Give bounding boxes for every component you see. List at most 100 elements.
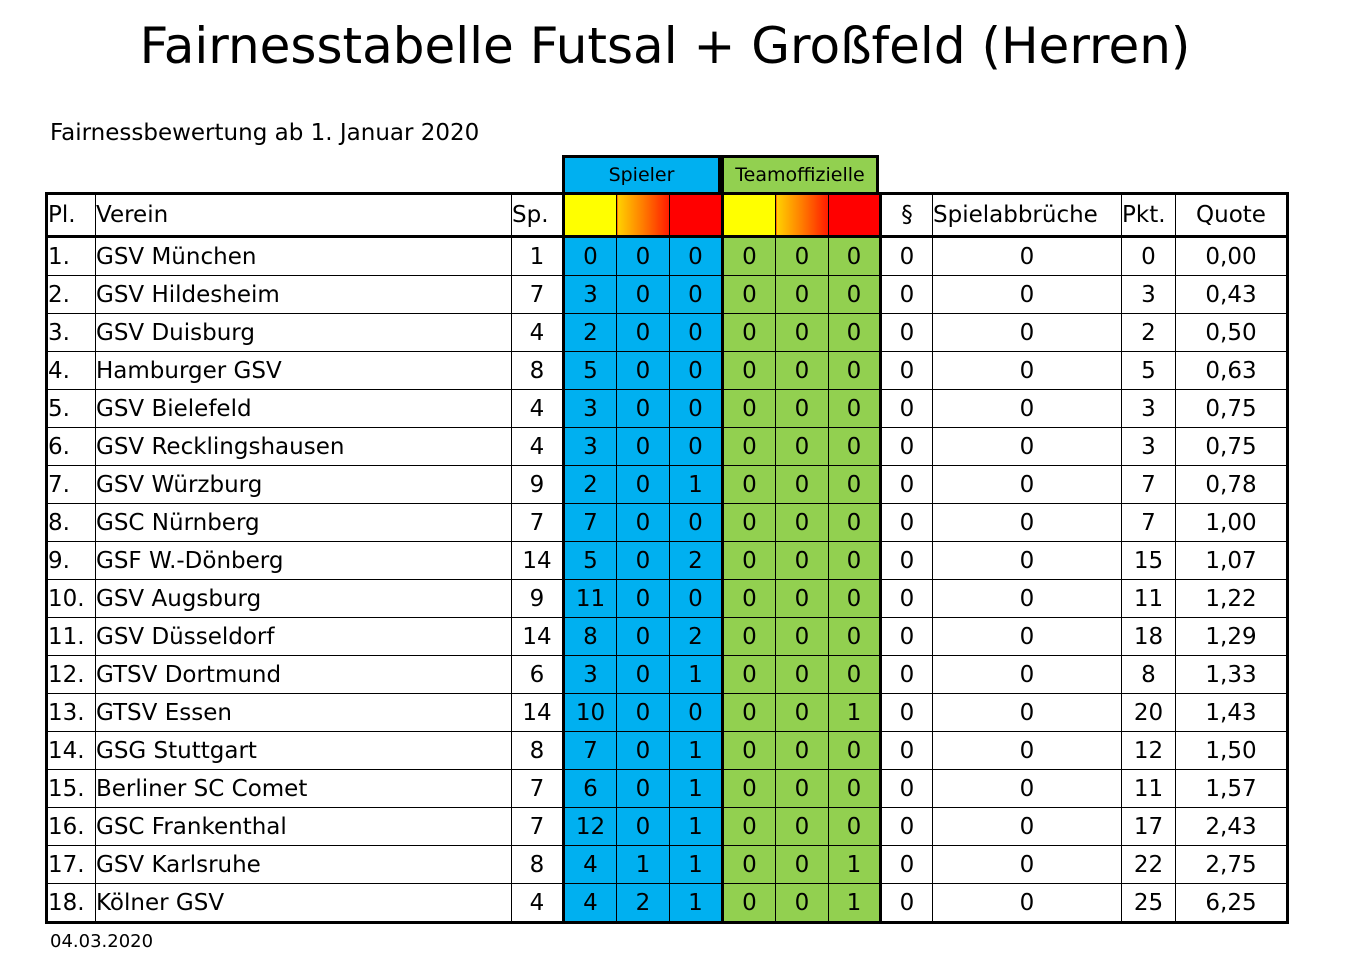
cell-place: 15. [45,769,96,808]
cell-games: 14 [511,617,564,656]
players-yellow-red-card-header [616,192,670,238]
cell-players-yellow-red: 0 [616,579,670,618]
cell-paragraph: 0 [879,389,933,428]
cell-club: GTSV Dortmund [95,655,512,694]
cell-abandonments: 0 [932,275,1122,314]
cell-abandonments: 0 [932,236,1122,276]
cell-officials-yellow-red: 0 [775,236,829,276]
cell-abandonments: 0 [932,769,1122,808]
cell-points: 11 [1121,579,1176,618]
cell-players-red: 2 [669,617,723,656]
cell-club: GSV Karlsruhe [95,845,512,884]
cell-quota: 1,43 [1175,693,1289,732]
cell-abandonments: 0 [932,579,1122,618]
cell-points: 15 [1121,541,1176,580]
page-title: Fairnesstabelle Futsal + Großfeld (Herre… [139,17,1191,75]
cell-quota: 1,22 [1175,579,1289,618]
cell-officials-yellow-red: 0 [775,275,829,314]
cell-place: 12. [45,655,96,694]
cell-club: GSV Bielefeld [95,389,512,428]
cell-paragraph: 0 [879,807,933,846]
cell-officials-red: 1 [828,883,881,924]
col-header-abandonments: Spielabbrüche [932,192,1122,238]
cell-officials-red: 0 [828,275,881,314]
cell-officials-yellow-red: 0 [775,807,829,846]
table-row: 8. GSC Nürnberg 7 7 0 0 0 0 0 0 0 7 1,00 [45,503,1289,542]
cell-officials-red: 0 [828,731,881,770]
cell-paragraph: 0 [879,769,933,808]
cell-players-red: 0 [669,275,723,314]
cell-quota: 1,57 [1175,769,1289,808]
cell-officials-red: 1 [828,845,881,884]
cell-points: 3 [1121,389,1176,428]
cell-players-yellow-red: 0 [616,541,670,580]
cell-players-yellow: 2 [562,465,617,504]
cell-abandonments: 0 [932,351,1122,390]
cell-players-yellow-red: 1 [616,845,670,884]
table-row: 12. GTSV Dortmund 6 3 0 1 0 0 0 0 0 8 1,33 [45,655,1289,694]
cell-club: GSV Recklingshausen [95,427,512,466]
cell-place: 10. [45,579,96,618]
cell-players-yellow: 2 [562,313,617,352]
cell-officials-yellow: 0 [721,883,776,924]
cell-players-yellow-red: 0 [616,351,670,390]
cell-place: 13. [45,693,96,732]
cell-players-yellow-red: 0 [616,769,670,808]
table-header-row: Pl. Verein Sp. § Spielabbrüche Pkt. Quot… [45,192,1289,238]
table-row: 4. Hamburger GSV 8 5 0 0 0 0 0 0 0 5 0,63 [45,351,1289,390]
cell-officials-yellow: 0 [721,236,776,276]
cell-players-yellow: 4 [562,845,617,884]
table-body: 1. GSV München 1 0 0 0 0 0 0 0 0 0 0,00 2. GSV Hildesh… [45,236,1289,924]
cell-games: 4 [511,313,564,352]
table-row: 5. GSV Bielefeld 4 3 0 0 0 0 0 0 0 3 0,75 [45,389,1289,428]
cell-players-yellow: 0 [562,236,617,276]
cell-officials-yellow: 0 [721,655,776,694]
cell-club: GSC Frankenthal [95,807,512,846]
cell-points: 22 [1121,845,1176,884]
cell-officials-yellow: 0 [721,351,776,390]
cell-paragraph: 0 [879,731,933,770]
cell-quota: 1,00 [1175,503,1289,542]
cell-club: GSV Augsburg [95,579,512,618]
cell-quota: 0,43 [1175,275,1289,314]
cell-officials-yellow: 0 [721,541,776,580]
cell-games: 7 [511,275,564,314]
cell-games: 9 [511,579,564,618]
cell-paragraph: 0 [879,541,933,580]
cell-quota: 0,63 [1175,351,1289,390]
cell-abandonments: 0 [932,655,1122,694]
page-subtitle: Fairnessbewertung ab 1. Januar 2020 [50,120,480,146]
cell-points: 5 [1121,351,1176,390]
cell-points: 3 [1121,275,1176,314]
cell-players-red: 0 [669,693,723,732]
cell-place: 17. [45,845,96,884]
cell-players-red: 0 [669,313,723,352]
cell-abandonments: 0 [932,313,1122,352]
cell-games: 14 [511,541,564,580]
cell-quota: 1,07 [1175,541,1289,580]
cell-officials-yellow: 0 [721,845,776,884]
cell-players-yellow: 3 [562,275,617,314]
cell-paragraph: 0 [879,579,933,618]
cell-club: GSV München [95,236,512,276]
cell-players-red: 1 [669,769,723,808]
cell-club: GSG Stuttgart [95,731,512,770]
cell-quota: 0,50 [1175,313,1289,352]
cell-games: 6 [511,655,564,694]
cell-officials-yellow: 0 [721,503,776,542]
table-row: 1. GSV München 1 0 0 0 0 0 0 0 0 0 0,00 [45,236,1289,276]
cell-games: 7 [511,807,564,846]
cell-officials-yellow-red: 0 [775,503,829,542]
cell-officials-yellow: 0 [721,313,776,352]
cell-quota: 0,78 [1175,465,1289,504]
cell-players-red: 0 [669,351,723,390]
cell-officials-red: 0 [828,503,881,542]
cell-officials-yellow: 0 [721,389,776,428]
cell-quota: 2,43 [1175,807,1289,846]
cell-club: GSF W.-Dönberg [95,541,512,580]
cell-officials-yellow: 0 [721,807,776,846]
cell-points: 7 [1121,465,1176,504]
cell-games: 8 [511,351,564,390]
cell-quota: 1,50 [1175,731,1289,770]
cell-officials-yellow-red: 0 [775,693,829,732]
